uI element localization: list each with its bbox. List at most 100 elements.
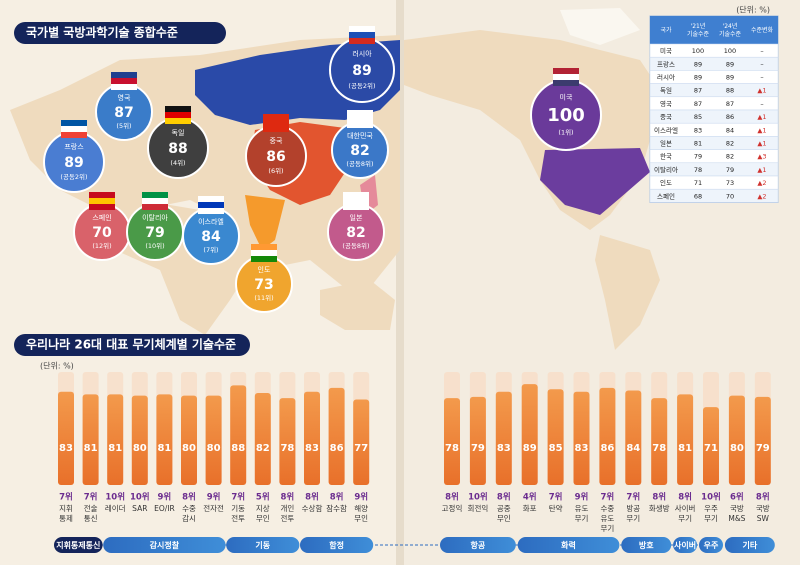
bar-value: 78 bbox=[280, 443, 294, 454]
bar-value: 81 bbox=[157, 443, 171, 454]
group-name: 사이버 bbox=[674, 540, 696, 550]
flag-stripe bbox=[251, 250, 277, 256]
bar-value: 79 bbox=[756, 443, 770, 454]
rank-label: 7위 bbox=[84, 492, 98, 503]
bar-value: 83 bbox=[575, 443, 589, 454]
item-name: 국방 M&S bbox=[728, 503, 745, 523]
bar-value: 81 bbox=[84, 443, 98, 454]
map-title: 국가별 국방과학기술 종합수준 bbox=[26, 25, 178, 40]
table-cell: 73 bbox=[726, 179, 734, 187]
table-cell: ▲1 bbox=[757, 140, 766, 148]
bar bbox=[328, 387, 345, 485]
table-cell: 러시아 bbox=[657, 73, 675, 82]
group-pill bbox=[621, 537, 672, 553]
item-name: 전술 통신 bbox=[84, 503, 98, 523]
group-pill bbox=[226, 537, 300, 553]
group-name: 항공 bbox=[471, 540, 486, 550]
item-name: 레이더 bbox=[105, 503, 126, 513]
rank-label: 8위 bbox=[445, 492, 459, 503]
table-cell: 82 bbox=[726, 153, 734, 161]
flag-stripe bbox=[61, 132, 87, 138]
rank-label: 8위 bbox=[281, 492, 295, 503]
bar bbox=[625, 390, 642, 485]
flag-stripe bbox=[89, 198, 115, 204]
bar-value: 86 bbox=[600, 443, 614, 454]
item-name: 수상함 bbox=[302, 503, 323, 513]
bar bbox=[205, 395, 222, 485]
group-name: 기타 bbox=[742, 540, 757, 550]
flag-stripe bbox=[251, 256, 277, 262]
table-cell: 독일 bbox=[660, 86, 672, 95]
table-cell: 영국 bbox=[660, 99, 672, 108]
flag-stripe bbox=[251, 244, 277, 250]
country-score: 79 bbox=[145, 225, 164, 241]
group-pill bbox=[699, 537, 723, 553]
table-cell: 89 bbox=[726, 74, 734, 82]
table-cell: 86 bbox=[726, 113, 734, 121]
bar bbox=[82, 394, 99, 485]
group-name: 방호 bbox=[639, 540, 654, 550]
country-name: 영국 bbox=[118, 93, 131, 102]
table-cell: 100 bbox=[692, 47, 704, 55]
rank-label: 5위 bbox=[256, 492, 270, 503]
group-pill bbox=[517, 537, 620, 553]
rank-label: 9위 bbox=[354, 492, 368, 503]
table-cell: 일본 bbox=[660, 139, 672, 148]
country-rank: (11위) bbox=[254, 294, 273, 302]
flag-stripe bbox=[165, 118, 191, 124]
country-rank: (공동2위) bbox=[348, 82, 375, 90]
flag-stripe bbox=[61, 126, 87, 132]
table-cell: 71 bbox=[694, 179, 702, 187]
bar-value: 83 bbox=[497, 443, 511, 454]
table-cell: 89 bbox=[694, 74, 702, 82]
flag-stripe bbox=[111, 78, 137, 84]
bar bbox=[279, 398, 296, 485]
item-name: 개인 전투 bbox=[280, 503, 294, 523]
country-name: 러시아 bbox=[352, 49, 372, 58]
flag-stripe bbox=[111, 72, 137, 78]
table-cell: 한국 bbox=[660, 153, 672, 161]
rank-label: 10위 bbox=[105, 492, 125, 503]
table-cell: 83 bbox=[694, 126, 702, 134]
table-cell: 82 bbox=[726, 140, 734, 148]
rank-label: 9위 bbox=[207, 492, 221, 503]
country-score: 82 bbox=[350, 143, 369, 159]
group-name: 감시정찰 bbox=[150, 540, 180, 550]
item-name: 유도 무기 bbox=[575, 504, 589, 523]
country-rank: (10위) bbox=[145, 242, 164, 250]
item-name: 회전익 bbox=[468, 503, 489, 513]
table-cell: 89 bbox=[726, 60, 734, 68]
table-cell: 미국 bbox=[660, 46, 672, 55]
title-pill bbox=[14, 22, 226, 44]
bar bbox=[304, 391, 320, 485]
rank-label: 9위 bbox=[575, 492, 589, 503]
table-header-cell: 수준변화 bbox=[751, 26, 774, 34]
country-score: 87 bbox=[114, 105, 133, 121]
bar-value: 86 bbox=[330, 443, 344, 454]
bar-value: 85 bbox=[549, 443, 563, 454]
flag-stripe bbox=[343, 192, 369, 198]
country-score: 89 bbox=[352, 63, 371, 79]
bar bbox=[107, 394, 124, 485]
rank-label: 4위 bbox=[523, 492, 537, 503]
item-name: 국방 SW bbox=[756, 503, 770, 523]
country-score: 88 bbox=[168, 141, 187, 157]
table-cell: – bbox=[760, 47, 763, 55]
flag-stripe bbox=[349, 32, 375, 38]
rank-label: 7위 bbox=[59, 492, 73, 503]
table-cell: ▲2 bbox=[757, 192, 766, 200]
rank-label: 6위 bbox=[730, 492, 744, 503]
group-name: 지휘통제통신 bbox=[56, 540, 100, 550]
country-score: 100 bbox=[547, 105, 585, 126]
flag-stripe bbox=[349, 26, 375, 32]
group-name: 기동 bbox=[255, 540, 270, 550]
table-cell: 87 bbox=[694, 87, 702, 95]
bar bbox=[728, 395, 745, 485]
rank-label: 10위 bbox=[701, 492, 721, 503]
bar-value: 78 bbox=[445, 443, 459, 454]
bar-value: 84 bbox=[626, 443, 640, 454]
table-cell: 84 bbox=[726, 126, 734, 134]
item-name: 고정익 bbox=[442, 503, 463, 513]
